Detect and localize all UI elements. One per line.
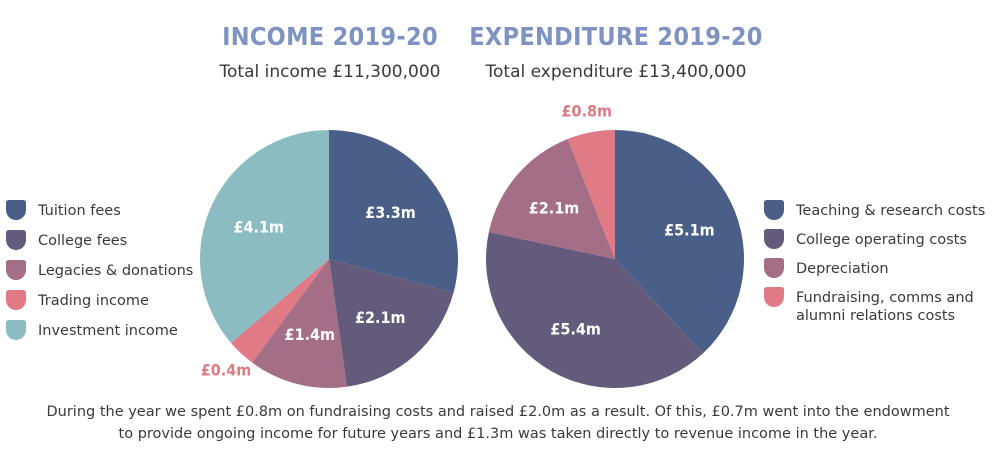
- legend-label: Legacies & donations: [38, 263, 194, 279]
- income-data-label-tuition-fees: £3.3m: [365, 203, 416, 222]
- legend-label: Teaching & research costs: [796, 203, 986, 219]
- expenditure-chart-title: EXPENDITURE 2019-20: [469, 22, 763, 51]
- expenditure-chart-subtitle: Total expenditure £13,400,000: [485, 62, 747, 82]
- income-legend-item-investment-income: Investment income: [6, 320, 193, 352]
- expenditure-data-label-teaching-and-research-costs: £5.1m: [664, 221, 715, 240]
- income-slice-investment-income: [200, 130, 329, 343]
- expenditure-slice-teaching-and-research-costs: [615, 130, 744, 354]
- legend-swatch-icon: [6, 290, 26, 310]
- legend-label: College operating costs: [796, 232, 967, 248]
- legend-swatch-icon: [764, 287, 784, 307]
- income-legend-item-college-fees: College fees: [6, 230, 193, 262]
- income-data-label-trading-income: £0.4m: [201, 360, 252, 379]
- income-data-label-legacies-and-donations: £1.4m: [285, 325, 336, 344]
- legend-swatch-icon: [6, 200, 26, 220]
- legend-swatch-icon: [6, 320, 26, 340]
- income-chart-title: INCOME 2019-20: [222, 22, 438, 51]
- income-legend-item-trading-income: Trading income: [6, 290, 193, 322]
- legend-label: College fees: [38, 233, 128, 249]
- expenditure-slice-fundraising-comms-and-alumni-relations-costs: [567, 130, 615, 259]
- legend-swatch-icon: [764, 258, 784, 278]
- expenditure-slice-college-operating-costs: [485, 231, 703, 389]
- expenditure-slice-depreciation: [488, 138, 615, 259]
- footnote: During the year we spent £0.8m on fundra…: [40, 401, 956, 445]
- income-slice-college-fees: [329, 259, 454, 387]
- expenditure-legend-item-college-operating-costs: College operating costs: [764, 229, 989, 249]
- expenditure-legend-item-fundraising-comms-and-alumni-relations-costs: Fundraising, comms and alumni relations …: [764, 287, 989, 325]
- expenditure-legend-item-depreciation: Depreciation: [764, 258, 989, 278]
- legend-label: Depreciation: [796, 261, 889, 277]
- legend-swatch-icon: [764, 200, 784, 220]
- footnote-line-2: to provide ongoing income for future yea…: [118, 426, 878, 442]
- income-chart-subtitle: Total income £11,300,000: [219, 62, 441, 82]
- legend-label: Investment income: [38, 323, 178, 339]
- legend-swatch-icon: [764, 229, 784, 249]
- legend-swatch-icon: [6, 260, 26, 280]
- expenditure-legend-item-teaching-and-research-costs: Teaching & research costs: [764, 200, 989, 220]
- income-data-label-college-fees: £2.1m: [355, 308, 406, 327]
- expenditure-legend: Teaching & research costs College operati…: [764, 200, 989, 336]
- legend-label: Fundraising, comms and alumni relations …: [796, 290, 974, 324]
- income-legend: Tuition fees College fees Legacies & donat…: [6, 200, 194, 352]
- expenditure-data-label-depreciation: £2.1m: [529, 198, 580, 217]
- legend-label: Tuition fees: [38, 203, 121, 219]
- income-slice-legacies-and-donations: [252, 259, 347, 389]
- footnote-line-1: During the year we spent £0.8m on fundra…: [46, 404, 950, 420]
- expenditure-data-label-fundraising-comms-and-alumni-relations-costs: £0.8m: [562, 102, 613, 121]
- income-legend-item-legacies-and-donations: Legacies & donations: [6, 260, 194, 292]
- expenditure-data-label-college-operating-costs: £5.4m: [550, 320, 601, 339]
- income-slice-tuition-fees: [329, 130, 459, 293]
- income-slice-trading-income: [231, 259, 329, 363]
- income-legend-item-tuition-fees: Tuition fees: [6, 200, 193, 232]
- legend-swatch-icon: [6, 230, 26, 250]
- legend-label: Trading income: [38, 293, 149, 309]
- income-data-label-investment-income: £4.1m: [233, 218, 284, 237]
